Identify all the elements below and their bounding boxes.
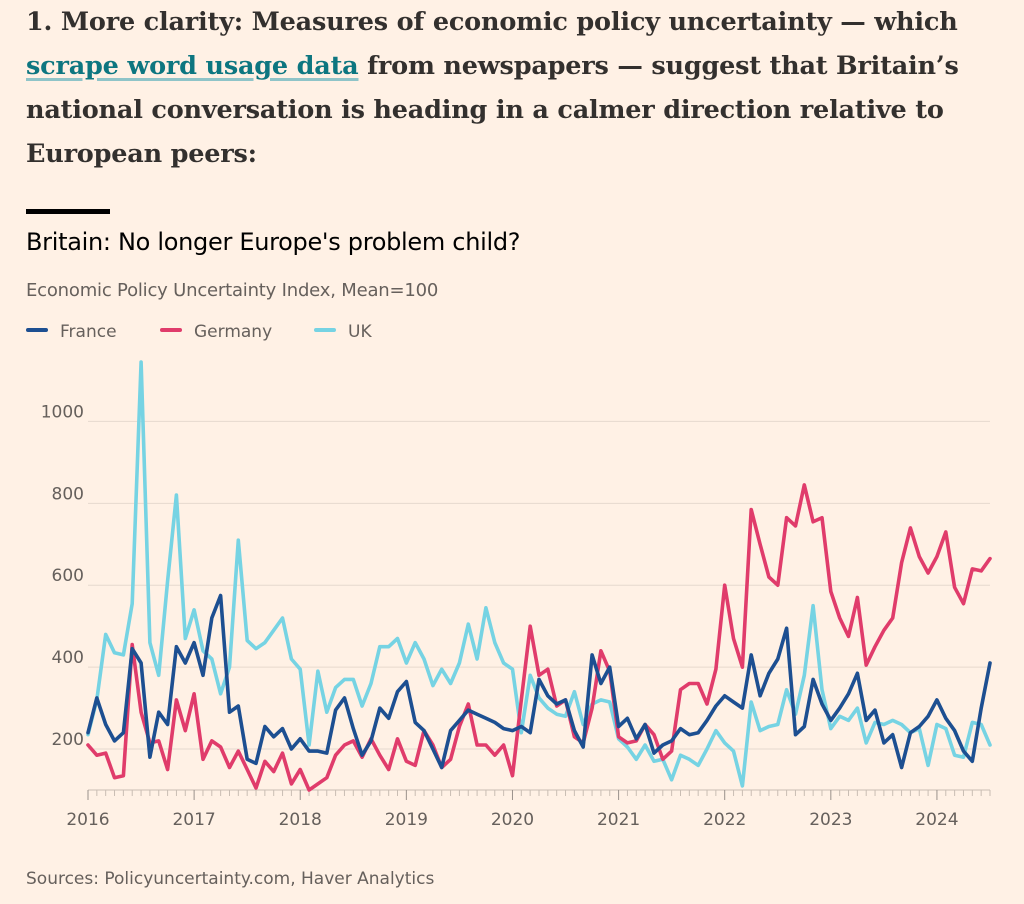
chart-title: Britain: No longer Europe's problem chil… — [26, 228, 521, 256]
series-line-uk — [86, 360, 992, 788]
chart-subtitle: Economic Policy Uncertainty Index, Mean=… — [26, 280, 439, 301]
x-tick-label-2023: 2023 — [809, 810, 852, 830]
title-rule — [26, 209, 110, 214]
x-tick-label-2024: 2024 — [915, 810, 958, 830]
y-tick-label-1000: 1000 — [41, 402, 84, 422]
source-note: Sources: Policyuncertainty.com, Haver An… — [26, 869, 435, 889]
y-tick-label-600: 600 — [52, 566, 84, 586]
y-tick-label-200: 200 — [52, 730, 84, 750]
series-line-france — [86, 593, 992, 770]
intro-paragraph: 1. More clarity: Measures of economic po… — [26, 0, 986, 176]
x-tick-label-2022: 2022 — [703, 810, 746, 830]
legend-item-uk: UK — [314, 322, 372, 342]
legend-swatch-germany — [160, 328, 182, 332]
series-line-germany — [86, 483, 992, 792]
legend-item-germany: Germany — [160, 322, 272, 342]
y-tick-label-400: 400 — [52, 648, 84, 668]
x-tick-label-2017: 2017 — [172, 810, 215, 830]
legend-label-france: France — [60, 322, 117, 342]
x-tick-label-2020: 2020 — [491, 810, 534, 830]
x-tick-label-2016: 2016 — [66, 810, 109, 830]
x-tick-label-2021: 2021 — [597, 810, 640, 830]
x-tick-label-2018: 2018 — [279, 810, 322, 830]
y-tick-label-800: 800 — [52, 484, 84, 504]
legend-label-uk: UK — [348, 322, 372, 342]
scrape-data-link[interactable]: scrape word usage data — [26, 51, 359, 81]
x-tick-label-2019: 2019 — [385, 810, 428, 830]
legend-label-germany: Germany — [194, 322, 273, 342]
legend-item-france: France — [26, 322, 117, 342]
intro-text-after: from newspapers — suggest that Britain’s… — [26, 51, 959, 169]
legend-swatch-france — [26, 328, 48, 332]
legend-swatch-uk — [314, 328, 336, 332]
intro-text-before: 1. More clarity: Measures of economic po… — [26, 7, 958, 37]
